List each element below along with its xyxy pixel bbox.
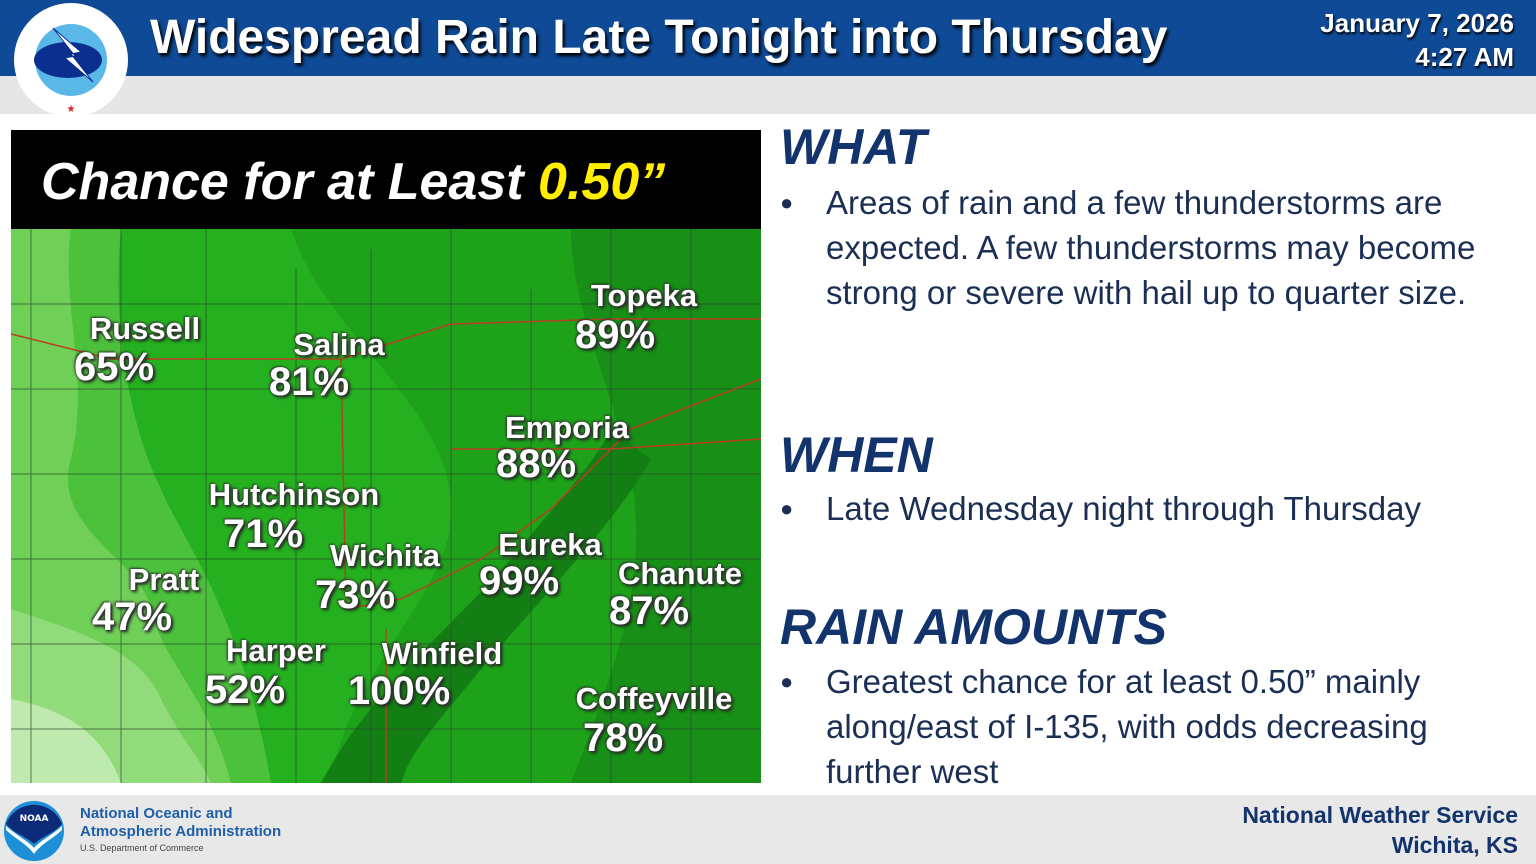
office-line2: Wichita, KS [1391,832,1518,858]
city-name: Winfield [381,636,503,671]
city-pct: 52% [204,668,286,712]
issue-date: January 7, 2026 [1320,8,1514,38]
svg-text:NOAA: NOAA [20,814,49,824]
city-pct: 65% [73,345,155,389]
map-heading: Chance for at Least 0.50” [11,130,761,229]
city-name: Chanute [618,556,742,591]
section-text-rain-amounts: Greatest chance for at least 0.50” mainl… [780,659,1520,794]
city-name: Coffeyville [575,681,733,716]
city-pct: 100% [347,669,451,713]
issue-time: 4:27 AM [1415,42,1514,72]
city-pct: 73% [314,573,396,617]
city-name: Wichita [330,538,440,573]
noaa-department: U.S. Department of Commerce [80,843,204,853]
city-pct: 78% [582,716,664,760]
section-heading-what: WHAT [780,119,927,175]
city-pct: 89% [574,313,656,357]
city-name: Topeka [590,278,698,313]
noaa-name: National Oceanic and Atmospheric Administ… [80,805,281,841]
section-text-when: Late Wednesday night through Thursday [780,486,1520,531]
office-name: National Weather Service Wichita, KS [1242,800,1518,860]
issue-datetime: January 7, 2026 4:27 AM [1320,6,1514,74]
header-band [0,76,1536,114]
city-pct: 71% [222,512,304,556]
city-name: Salina [293,327,385,362]
city-pct: 99% [478,559,560,603]
section-heading-rain-amounts: RAIN AMOUNTS [780,599,1168,655]
office-line1: National Weather Service [1242,802,1518,828]
city-name: Emporia [504,410,630,445]
section-heading-when: WHEN [780,427,933,483]
city-name: Pratt [128,562,200,597]
noaa-name-line2: Atmospheric Administration [80,823,282,840]
city-name: Hutchinson [208,477,380,512]
city-pct: 81% [268,360,350,404]
noaa-logo-icon: NOAA [4,801,64,861]
map-heading-value: 0.50” [538,153,666,211]
page-title: Widespread Rain Late Tonight into Thursd… [150,11,1168,64]
noaa-name-line1: National Oceanic and [80,805,233,822]
city-pct: 87% [608,589,690,633]
city-name: Harper [226,633,326,668]
section-text-what: Areas of rain and a few thunderstorms ar… [780,180,1520,315]
city-name: Eureka [498,527,602,562]
header-bar [0,0,1536,76]
city-pct: 88% [495,442,577,486]
footer-bar [0,795,1536,864]
city-pct: 47% [91,595,173,639]
rain-probability-map-panel: Chance for at Least 0.50” Russell 65% Sa… [11,130,761,783]
city-name: Russell [89,311,201,346]
nws-logo-icon: ★ [14,3,128,117]
svg-text:★: ★ [67,104,76,115]
map-graphic [11,229,761,783]
map-heading-text: Chance for at Least [41,153,539,211]
probability-map: Russell 65% Salina 81% Topeka 89% Empori… [11,229,761,783]
